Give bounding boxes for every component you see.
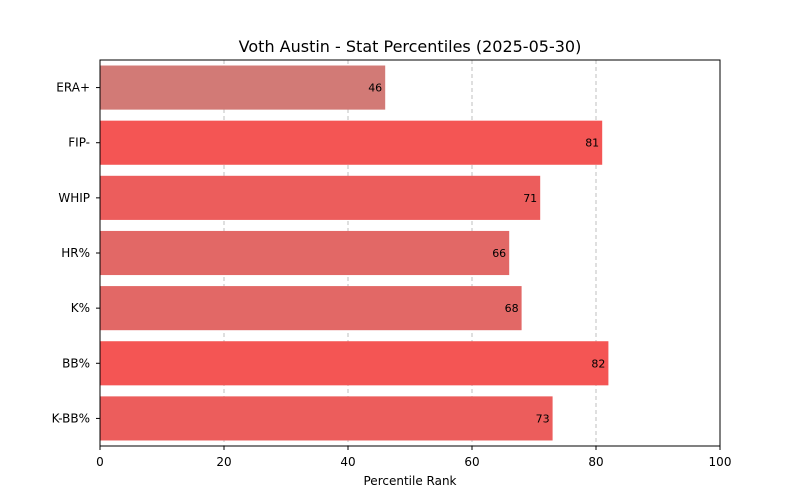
bar-fip [100, 120, 603, 165]
bar-value-label-bb: 82 [591, 357, 605, 370]
chart-title: Voth Austin - Stat Percentiles (2025-05-… [239, 37, 582, 56]
bar-value-label-era: 46 [368, 82, 382, 95]
bar-value-label-k: 68 [505, 302, 519, 315]
x-tick-label-60: 60 [464, 455, 479, 469]
x-tick-label-20: 20 [216, 455, 231, 469]
x-axis: 0 20 40 60 80 100 [96, 446, 731, 469]
bar-bb [100, 341, 609, 386]
bars [100, 65, 609, 441]
bar-value-label-k-bb: 73 [536, 412, 550, 425]
y-tick-label-fip: FIP- [68, 136, 90, 150]
x-tick-label-80: 80 [588, 455, 603, 469]
bar-whip [100, 175, 541, 220]
y-tick-label-bb: BB% [62, 356, 90, 370]
x-tick-label-0: 0 [96, 455, 104, 469]
x-tick-label-100: 100 [709, 455, 732, 469]
bar-era [100, 65, 386, 110]
bar-value-label-fip: 81 [585, 137, 599, 150]
x-axis-label: Percentile Rank [364, 474, 457, 488]
bar-value-label-whip: 71 [523, 192, 537, 205]
y-tick-label-hr: HR% [61, 246, 90, 260]
x-tick-label-40: 40 [340, 455, 355, 469]
y-axis: ERA+ FIP- WHIP HR% K% BB% K-BB% [52, 81, 100, 425]
y-tick-label-k-bb: K-BB% [52, 411, 90, 425]
bar-k-bb [100, 396, 553, 441]
bar-value-label-hr: 66 [492, 247, 506, 260]
bar-hr [100, 230, 510, 276]
y-tick-label-k: K% [71, 301, 90, 315]
bar-k [100, 286, 522, 331]
y-tick-label-whip: WHIP [58, 191, 90, 205]
y-tick-label-era: ERA+ [56, 81, 90, 95]
bar-value-labels: 46 81 71 66 68 82 73 [368, 82, 605, 426]
